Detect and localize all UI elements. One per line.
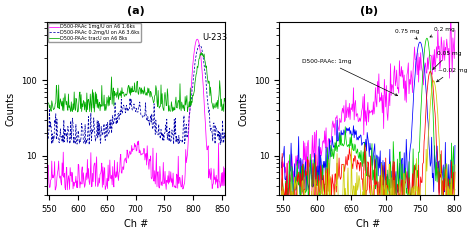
- Line: D500-PAAc tracU on A6 8ks: D500-PAAc tracU on A6 8ks: [48, 52, 225, 112]
- D500-PAAc 1mg/U on A6 1.6ks: [52, 189, 58, 192]
- D500-PAAc 1mg/U on A6 1.6ks: [164, 179, 170, 182]
- D500-PAAc tracU on A6 8ks: [89, 111, 94, 114]
- X-axis label: Ch #: Ch #: [124, 219, 148, 229]
- D500-PAAc 1mg/U on A6 1.6ks: [194, 38, 200, 41]
- D500-PAAc 0.2mg/U on A6 3.6ks: [46, 137, 51, 140]
- D500-PAAc 0.2mg/U on A6 3.6ks: [197, 44, 202, 47]
- D500-PAAc tracU on A6 8ks: [199, 51, 204, 54]
- Title: (a): (a): [127, 6, 145, 16]
- Legend: D500-PAAc 1mg/U on A6 1.6ks, D500-PAAc 0.2mg/U on A6 3.6ks, D500-PAAc tracU on A: D500-PAAc 1mg/U on A6 1.6ks, D500-PAAc 0…: [47, 23, 141, 42]
- Line: D500-PAAc 0.2mg/U on A6 3.6ks: D500-PAAc 0.2mg/U on A6 3.6ks: [48, 45, 225, 145]
- D500-PAAc 0.2mg/U on A6 3.6ks: [156, 133, 162, 136]
- D500-PAAc tracU on A6 8ks: [164, 104, 170, 107]
- Text: 0.75 mg: 0.75 mg: [395, 29, 420, 39]
- Text: D500-PAAc: 1mg: D500-PAAc: 1mg: [302, 59, 398, 96]
- D500-PAAc 1mg/U on A6 1.6ks: [194, 38, 200, 41]
- Text: 0.05 mg: 0.05 mg: [433, 51, 462, 69]
- Text: ~0.02 mg: ~0.02 mg: [437, 68, 467, 82]
- D500-PAAc 1mg/U on A6 1.6ks: [151, 179, 156, 182]
- D500-PAAc 0.2mg/U on A6 3.6ks: [90, 131, 95, 134]
- D500-PAAc 1mg/U on A6 1.6ks: [156, 187, 162, 189]
- D500-PAAc 0.2mg/U on A6 3.6ks: [86, 143, 92, 146]
- Title: (b): (b): [359, 6, 378, 16]
- D500-PAAc 1mg/U on A6 1.6ks: [90, 172, 95, 175]
- Y-axis label: Counts: Counts: [6, 91, 16, 125]
- Text: 0.2 mg: 0.2 mg: [430, 27, 455, 37]
- D500-PAAc tracU on A6 8ks: [101, 94, 107, 97]
- D500-PAAc tracU on A6 8ks: [194, 72, 200, 74]
- D500-PAAc 0.2mg/U on A6 3.6ks: [194, 51, 200, 54]
- D500-PAAc 1mg/U on A6 1.6ks: [46, 164, 51, 167]
- D500-PAAc tracU on A6 8ks: [46, 102, 51, 104]
- D500-PAAc tracU on A6 8ks: [151, 102, 156, 104]
- D500-PAAc 0.2mg/U on A6 3.6ks: [101, 122, 107, 125]
- D500-PAAc 1mg/U on A6 1.6ks: [101, 170, 107, 173]
- D500-PAAc 0.2mg/U on A6 3.6ks: [151, 122, 156, 125]
- D500-PAAc tracU on A6 8ks: [90, 88, 95, 91]
- D500-PAAc tracU on A6 8ks: [156, 107, 162, 110]
- D500-PAAc tracU on A6 8ks: [222, 100, 228, 102]
- Y-axis label: Counts: Counts: [238, 91, 248, 125]
- D500-PAAc 0.2mg/U on A6 3.6ks: [164, 118, 170, 121]
- D500-PAAc 0.2mg/U on A6 3.6ks: [222, 138, 228, 141]
- Text: U-233: U-233: [202, 32, 227, 42]
- D500-PAAc 1mg/U on A6 1.6ks: [222, 167, 228, 170]
- X-axis label: Ch #: Ch #: [356, 219, 381, 229]
- Line: D500-PAAc 1mg/U on A6 1.6ks: D500-PAAc 1mg/U on A6 1.6ks: [48, 39, 225, 190]
